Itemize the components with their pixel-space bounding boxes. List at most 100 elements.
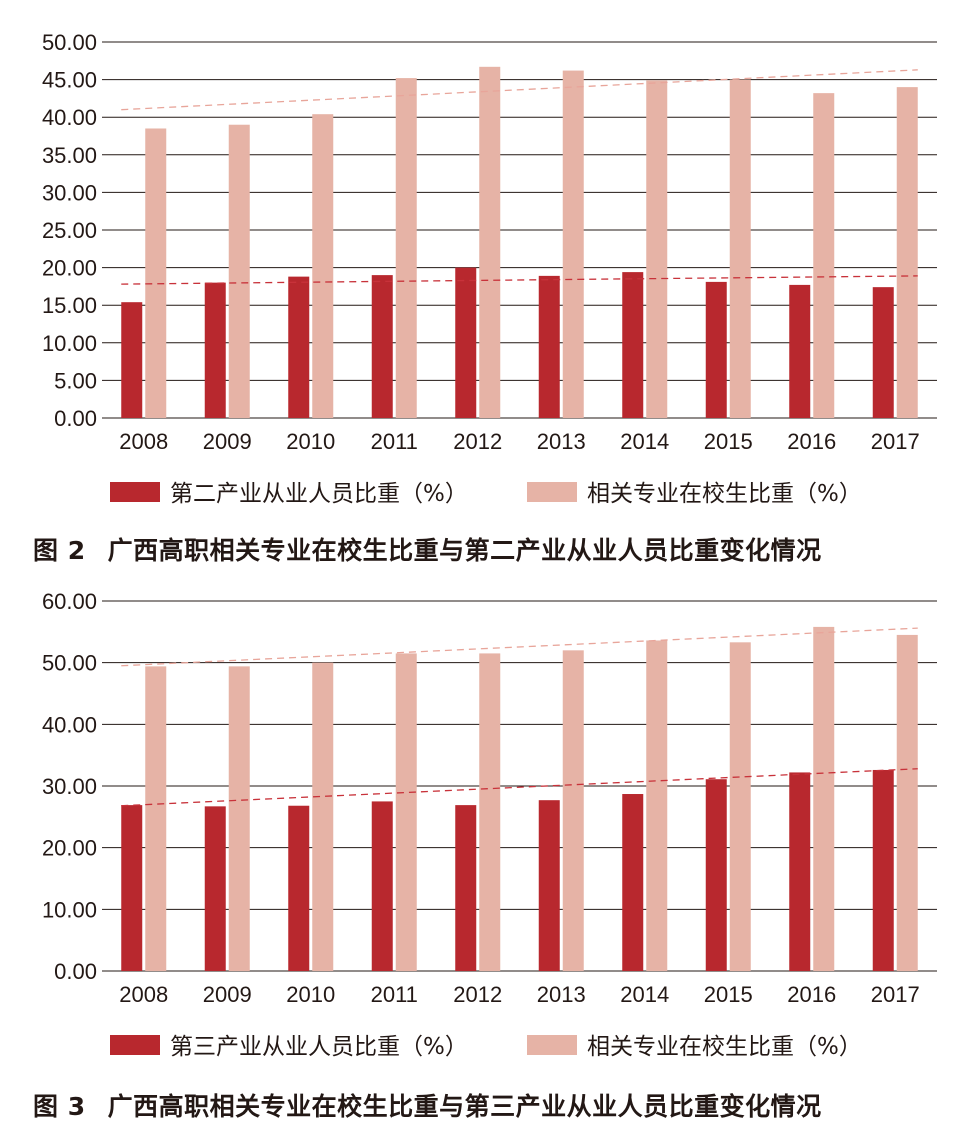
bar-series1-2010: [288, 276, 310, 418]
bar-series2-2013: [562, 70, 584, 419]
y-tick-label: 0.00: [54, 406, 97, 431]
y-tick-label: 50.00: [42, 30, 97, 55]
x-tick-label: 2013: [537, 982, 586, 1007]
x-tick-label: 2009: [203, 982, 252, 1007]
chart-2-svg: 0.00 5.00 10.00 15.00 20.00 25.00 30.00 35.00 40…: [42, 30, 937, 507]
bar-series2-2012: [479, 653, 501, 971]
y-tick-label: 10.00: [42, 331, 97, 356]
legend-label-series1: 第三产业从业人员比重（%）: [170, 1034, 468, 1060]
chart-3-svg: 0.00 10.00 20.00 30.00 40.00 50.00 60.00 2008 20…: [42, 589, 937, 1060]
x-tick-label: 2014: [620, 982, 669, 1007]
bar-series1-2014: [622, 794, 644, 971]
bar-series2-2014: [646, 640, 668, 971]
bar-series1-2011: [371, 275, 393, 418]
y-tick-label: 20.00: [42, 836, 97, 861]
bar-series2-2010: [312, 662, 334, 971]
bar-series1-2016: [789, 772, 811, 971]
caption-3: 图 3 广西高职相关专业在校生比重与第三产业从业人员比重变化情况: [33, 1087, 822, 1123]
x-tick-label: 2008: [119, 429, 168, 454]
trendline-series2: [121, 627, 918, 667]
y-tick-label: 20.00: [42, 256, 97, 281]
bar-series1-2011: [371, 801, 393, 971]
x-tick-label: 2012: [453, 429, 502, 454]
caption-3-text: 广西高职相关专业在校生比重与第三产业从业人员比重变化情况: [107, 1092, 822, 1121]
figure-2: 0.00 5.00 10.00 15.00 20.00 25.00 30.00 35.00 40…: [33, 30, 937, 567]
y-tick-label: 5.00: [54, 368, 97, 393]
bar-series2-2012: [479, 66, 501, 418]
y-tick-label: 35.00: [42, 143, 97, 168]
caption-2: 图 2 广西高职相关专业在校生比重与第二产业从业人员比重变化情况: [33, 531, 822, 567]
bar-series1-2016: [789, 284, 811, 418]
legend-label-series1: 第二产业从业人员比重（%）: [170, 481, 468, 507]
bar-series2-2013: [562, 650, 584, 971]
figure-3: 0.00 10.00 20.00 30.00 40.00 50.00 60.00 2008 20…: [0, 575, 960, 1129]
bar-series2-2014: [646, 80, 668, 419]
bar-series1-2017: [872, 769, 894, 971]
y-tick-label: 30.00: [42, 774, 97, 799]
y-tick-label: 40.00: [42, 712, 97, 737]
x-tick-label: 2014: [620, 429, 669, 454]
bar-series1-2017: [872, 287, 894, 418]
x-tick-label: 2011: [371, 429, 418, 454]
caption-2-text: 广西高职相关专业在校生比重与第二产业从业人员比重变化情况: [107, 536, 822, 565]
bar-series1-2012: [455, 805, 477, 971]
legend-swatch-series2: [527, 482, 577, 502]
bar-series2-2017: [896, 87, 918, 419]
y-tick-label: 40.00: [42, 105, 97, 130]
x-tick-label: 2017: [871, 982, 920, 1007]
bar-series2-2010: [312, 114, 334, 418]
x-tick-label: 2015: [704, 429, 753, 454]
caption-2-number: 图 2: [33, 536, 86, 565]
bar-series1-2014: [622, 272, 644, 418]
legend-swatch-series1: [110, 482, 160, 502]
legend-label-series2: 相关专业在校生比重（%）: [587, 481, 862, 507]
x-tick-label: 2009: [203, 429, 252, 454]
bar-series1-2008: [121, 805, 143, 971]
y-tick-label: 10.00: [42, 897, 97, 922]
bar-series1-2015: [705, 281, 727, 418]
x-tick-label: 2010: [286, 429, 335, 454]
legend-swatch-series1: [110, 1035, 160, 1055]
x-tick-label: 2017: [871, 429, 920, 454]
bar-series1-2013: [538, 800, 560, 971]
y-tick-label: 50.00: [42, 651, 97, 676]
bar-series2-2015: [729, 79, 751, 418]
x-tick-label: 2008: [119, 982, 168, 1007]
trendline-series1: [121, 275, 918, 285]
bar-series2-2016: [813, 93, 835, 419]
bar-series1-2013: [538, 275, 560, 418]
x-tick-label: 2010: [286, 982, 335, 1007]
bar-series2-2017: [896, 634, 918, 971]
bar-series2-2008: [145, 128, 167, 419]
x-tick-label: 2015: [704, 982, 753, 1007]
caption-3-number: 图 3: [33, 1092, 86, 1121]
legend-swatch-series2: [527, 1035, 577, 1055]
legend-label-series2: 相关专业在校生比重（%）: [587, 1034, 862, 1060]
y-tick-label: 30.00: [42, 180, 97, 205]
y-tick-label: 15.00: [42, 293, 97, 318]
bar-series2-2009: [228, 666, 250, 971]
bar-series2-2008: [145, 666, 167, 971]
trendline-series2: [121, 69, 918, 111]
y-tick-label: 0.00: [54, 959, 97, 984]
bar-series1-2008: [121, 302, 143, 418]
bar-series2-2011: [395, 653, 417, 971]
y-tick-label: 45.00: [42, 68, 97, 93]
bar-series2-2016: [813, 626, 835, 971]
y-tick-label: 25.00: [42, 218, 97, 243]
y-tick-label: 60.00: [42, 589, 97, 614]
bar-series2-2015: [729, 642, 751, 971]
bar-series1-2015: [705, 779, 727, 971]
x-tick-label: 2013: [537, 429, 586, 454]
bar-series2-2009: [228, 124, 250, 418]
bar-series1-2010: [288, 805, 310, 971]
bar-series1-2012: [455, 267, 477, 418]
bar-series1-2009: [204, 282, 226, 418]
trendline-series1: [121, 768, 918, 807]
x-tick-label: 2011: [371, 982, 418, 1007]
x-tick-label: 2016: [787, 429, 836, 454]
bar-series1-2009: [204, 806, 226, 971]
x-tick-label: 2012: [453, 982, 502, 1007]
bar-series2-2011: [395, 78, 417, 418]
x-tick-label: 2016: [787, 982, 836, 1007]
